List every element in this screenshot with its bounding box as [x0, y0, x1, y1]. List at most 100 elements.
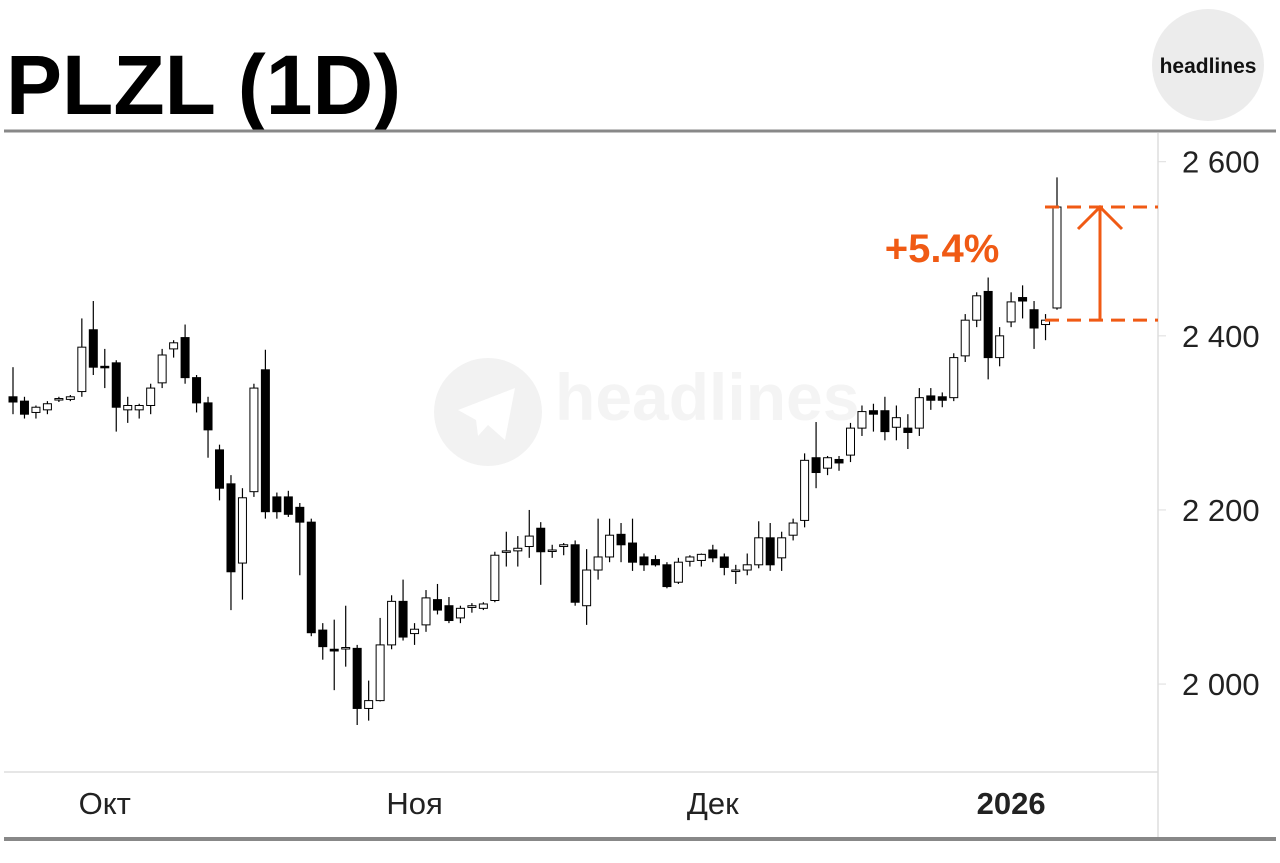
candle-body: [192, 377, 202, 404]
y-tick-label: 2 400: [1182, 319, 1260, 354]
candle-body: [639, 556, 649, 566]
candle-body: [673, 561, 683, 583]
change-label: +5.4%: [885, 227, 1000, 271]
candle-body: [1052, 206, 1062, 309]
candle-body: [983, 290, 993, 359]
candle-body: [387, 600, 397, 646]
candle-body: [1018, 297, 1028, 302]
candle-body: [628, 542, 638, 563]
x-tick-label: Дек: [687, 786, 739, 821]
candle-body: [398, 600, 408, 638]
candle-body: [455, 607, 465, 619]
candle-body: [123, 404, 133, 411]
watermark-text: headlines: [555, 360, 859, 434]
candle-body: [100, 365, 110, 369]
candle-body: [215, 449, 225, 489]
candle-body: [157, 354, 167, 384]
candle-body: [329, 648, 339, 652]
candle-body: [341, 647, 351, 650]
candle-body: [605, 534, 615, 558]
candle-body: [478, 603, 488, 609]
candle-body: [295, 506, 305, 523]
candle-body: [432, 599, 442, 611]
candle-body: [410, 628, 420, 635]
candle-body: [318, 629, 328, 648]
candle-body: [616, 533, 626, 546]
candle-body: [788, 522, 798, 536]
chart-title: PLZL (1D): [6, 38, 401, 132]
candle-body: [31, 406, 41, 413]
candle-body: [146, 387, 156, 406]
candle-body: [570, 544, 580, 603]
candle-body: [490, 554, 500, 601]
candle-body: [547, 549, 557, 553]
candle-body: [880, 410, 890, 433]
x-tick-label: 2026: [977, 786, 1046, 821]
candle-body: [926, 395, 936, 401]
candle-body: [719, 556, 729, 568]
candle-body: [524, 535, 534, 548]
candle-body: [19, 400, 29, 415]
watermark: headlines: [434, 358, 859, 466]
candle-body: [1006, 301, 1016, 323]
candle-body: [226, 483, 236, 573]
candle-body: [742, 564, 752, 571]
logo-circle: [1152, 9, 1264, 121]
candle-body: [1029, 309, 1039, 329]
candle-body: [421, 597, 431, 626]
x-tick-label: Окт: [79, 786, 131, 821]
candle-body: [823, 457, 833, 469]
candle-body: [283, 496, 293, 515]
candle-body: [777, 537, 787, 559]
candle-body: [559, 544, 569, 548]
candle-body: [868, 410, 878, 415]
candle-body: [593, 556, 603, 571]
candle-body: [708, 549, 718, 559]
candle-body: [88, 329, 98, 368]
candle-body: [765, 537, 775, 566]
candle-body: [134, 404, 144, 411]
candle-body: [272, 496, 282, 513]
candle-body: [111, 362, 121, 408]
candle-body: [65, 396, 75, 400]
candle-body: [467, 605, 477, 608]
candle-body: [891, 417, 901, 428]
candle-body: [42, 403, 52, 411]
candle-body: [845, 427, 855, 456]
candle-body: [8, 396, 18, 403]
candle-body: [914, 397, 924, 429]
candle-body: [501, 550, 511, 553]
change-arrowhead: [1076, 204, 1124, 231]
candle-body: [54, 398, 64, 401]
candle-body: [834, 458, 844, 464]
candle-body: [811, 457, 821, 474]
candle-body: [857, 411, 867, 429]
candle-body: [364, 700, 374, 709]
candle-body: [169, 342, 179, 350]
candle-body: [937, 396, 947, 401]
logo-text: headlines: [1160, 55, 1257, 78]
candle-body: [306, 521, 316, 634]
y-tick-label: 2 600: [1182, 145, 1260, 180]
candle-body: [903, 427, 913, 433]
candle-body: [444, 605, 454, 622]
candle-body: [237, 497, 247, 564]
candle-body: [260, 369, 270, 513]
candle-body: [662, 564, 672, 588]
candle-body: [650, 559, 660, 566]
candle-body: [995, 335, 1005, 359]
candle-body: [180, 337, 190, 379]
candle-body: [696, 553, 706, 561]
candle-body: [949, 357, 959, 399]
plot: 2 000 2 200 2 400 2 600 Окт Ноя Дек 2026 +5.4%: [8, 145, 1260, 821]
candle-body: [754, 537, 764, 566]
y-tick-label: 2 000: [1182, 667, 1260, 702]
candle-body: [513, 547, 523, 552]
candle-body: [203, 402, 213, 431]
candle-body: [249, 387, 259, 493]
candle-body: [685, 556, 695, 562]
candle-body: [731, 569, 741, 573]
candle-body: [375, 644, 385, 702]
x-tick-label: Ноя: [386, 786, 442, 821]
